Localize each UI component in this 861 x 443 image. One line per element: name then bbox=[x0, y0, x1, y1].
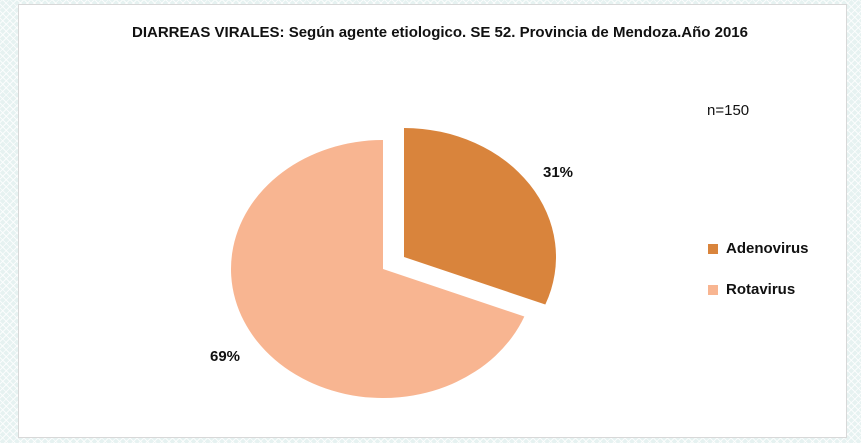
pie-slice bbox=[231, 140, 525, 399]
data-label: 69% bbox=[210, 348, 240, 365]
pie-slice bbox=[404, 128, 557, 305]
legend-label: Adenovirus bbox=[726, 240, 809, 257]
annotation: n=150 bbox=[707, 102, 749, 119]
data-label: 31% bbox=[543, 164, 573, 181]
legend-swatch bbox=[708, 244, 718, 254]
legend-label: Rotavirus bbox=[726, 281, 795, 298]
legend-swatch bbox=[708, 285, 718, 295]
chart-title: DIARREAS VIRALES: Según agente etiologic… bbox=[132, 24, 748, 41]
